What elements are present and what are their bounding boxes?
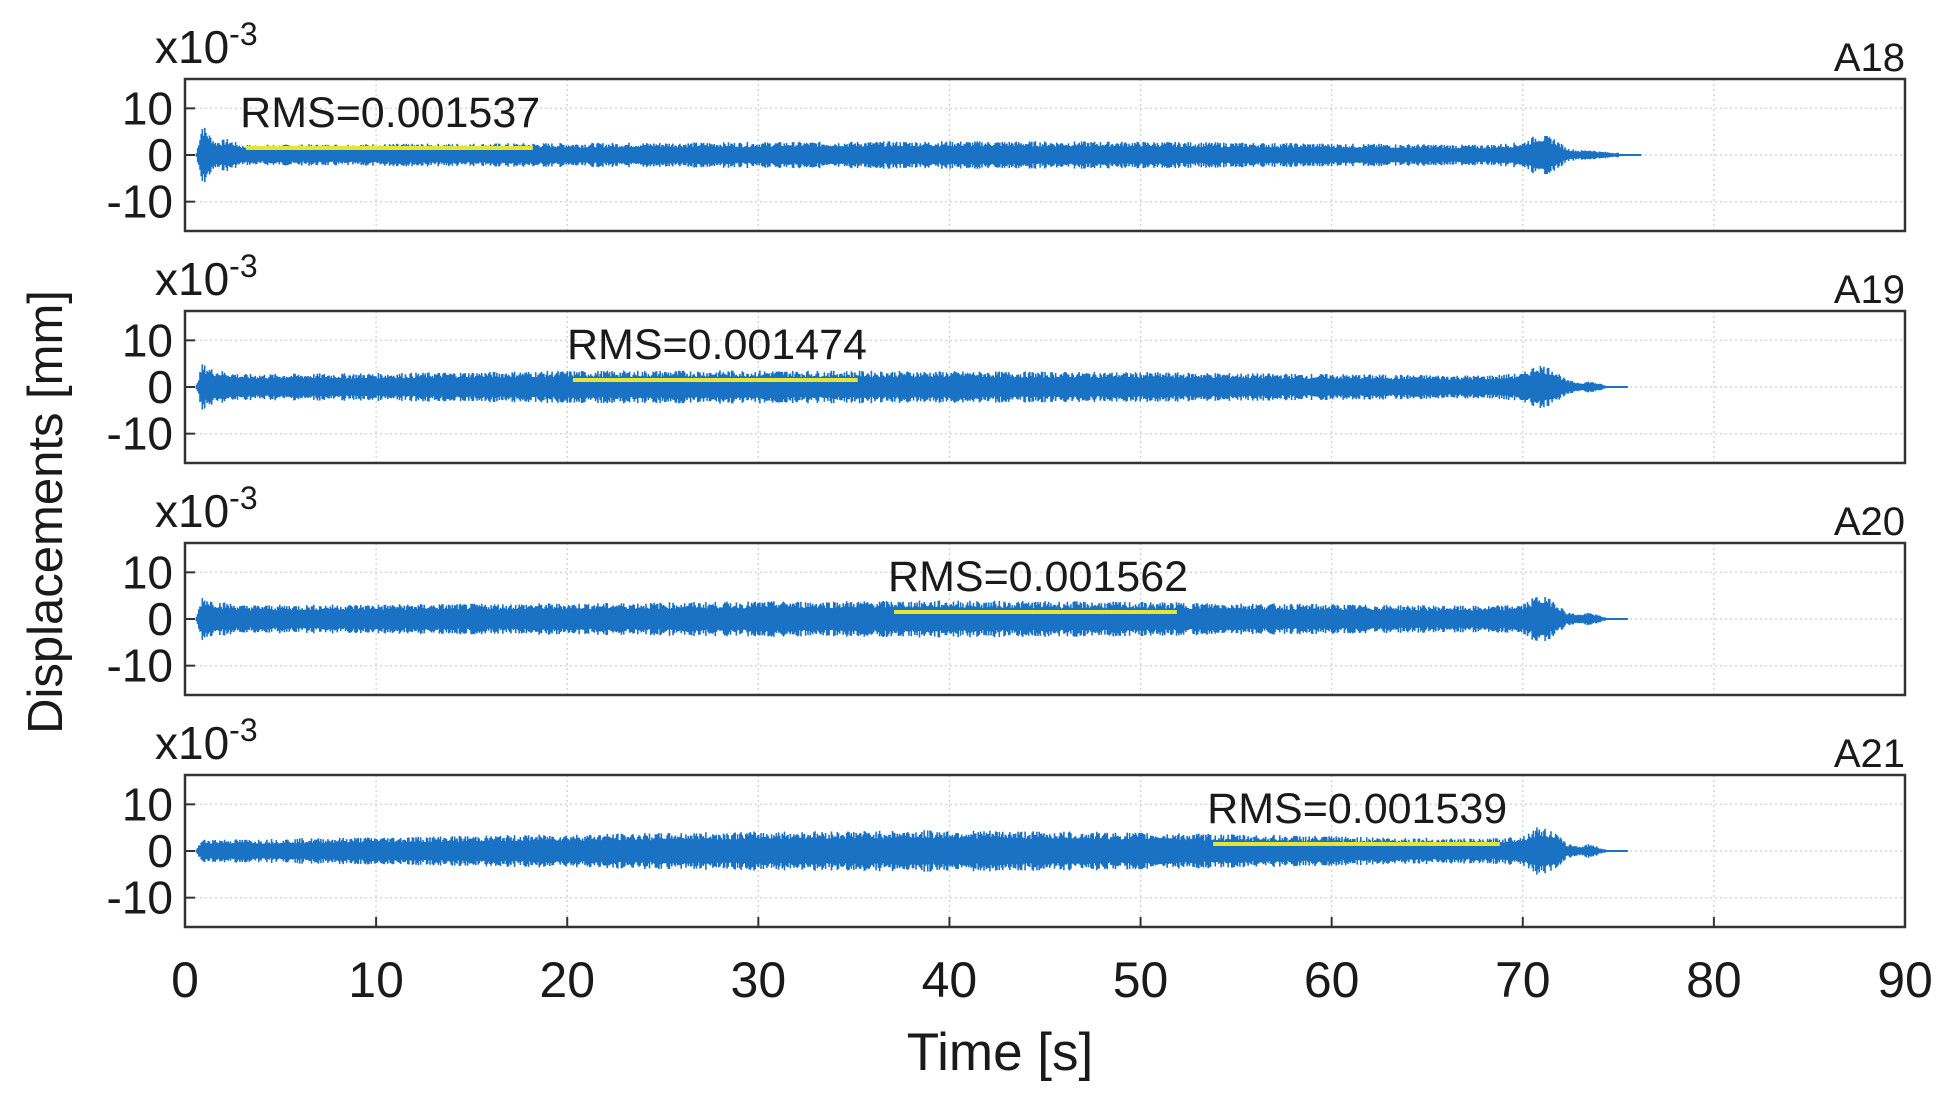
exponent-base: x10: [155, 21, 229, 73]
x-tick-label: 0: [171, 952, 199, 1008]
exponent-power: -3: [229, 248, 257, 284]
panel-a20: 100-10 RMS=0.001562 x10-3 A20: [107, 480, 1907, 697]
y-tick-label: 0: [147, 593, 173, 645]
x-tick-label: 10: [348, 952, 404, 1008]
shared-y-axis-label: Displacements [mm]: [19, 290, 73, 734]
x-tick-label: 20: [539, 952, 595, 1008]
exponent-label: x10-3: [155, 248, 258, 305]
exponent-label: x10-3: [155, 480, 258, 537]
y-tick-label: 10: [122, 546, 173, 598]
signal-trace: [195, 827, 1606, 875]
rms-label: RMS=0.001474: [567, 321, 867, 369]
y-tick-label: -10: [107, 640, 173, 692]
y-tick-label: -10: [107, 872, 173, 924]
y-tick-label: -10: [107, 176, 173, 228]
signal-trace: [195, 364, 1606, 410]
panel-frame: [183, 541, 1907, 697]
signal-trace: [195, 597, 1606, 641]
y-tick-label: 10: [122, 778, 173, 830]
signal-trace: [195, 127, 1620, 183]
panel-frame: [183, 77, 1907, 233]
y-tick-label: 0: [147, 361, 173, 413]
panel-frame: [183, 773, 1907, 929]
exponent-label: x10-3: [155, 16, 258, 73]
panel-title: A21: [1834, 732, 1905, 776]
rms-label: RMS=0.001539: [1207, 785, 1507, 833]
x-tick-labels: 0 10 20 30 40 50 60 70 80 90: [171, 917, 1933, 1008]
x-tick-label: 40: [922, 952, 978, 1008]
y-tick-label: 0: [147, 129, 173, 181]
panel-frame: [183, 309, 1907, 465]
panel-title: A20: [1834, 500, 1905, 544]
x-tick-label: 80: [1686, 952, 1742, 1008]
exponent-power: -3: [229, 480, 257, 516]
x-tick-label: 90: [1877, 952, 1933, 1008]
x-tick-label: 30: [731, 952, 787, 1008]
panel-a21: 100-10 RMS=0.001539 x10-3 A21: [107, 712, 1907, 929]
y-tick-label: 10: [122, 82, 173, 134]
shared-x-axis-label: Time [s]: [907, 1023, 1093, 1082]
y-tick-label: -10: [107, 408, 173, 460]
exponent-base: x10: [155, 717, 229, 769]
exponent-base: x10: [155, 253, 229, 305]
panel-title: A18: [1834, 36, 1905, 80]
panels-group: 100-10RMS=0.001537x10-3A18100-10RMS=0.00…: [107, 16, 1907, 929]
x-tick-label: 60: [1304, 952, 1360, 1008]
exponent-power: -3: [229, 16, 257, 52]
exponent-power: -3: [229, 712, 257, 748]
x-tick-label: 50: [1113, 952, 1169, 1008]
rms-label: RMS=0.001562: [888, 553, 1188, 601]
y-tick-label: 10: [122, 314, 173, 366]
panel-title: A19: [1834, 268, 1905, 312]
rms-label: RMS=0.001537: [240, 89, 540, 137]
exponent-base: x10: [155, 485, 229, 537]
exponent-label: x10-3: [155, 712, 258, 769]
y-tick-label: 0: [147, 825, 173, 877]
x-tick-label: 70: [1495, 952, 1551, 1008]
panel-a19: 100-10 RMS=0.001474 x10-3 A19: [107, 248, 1907, 465]
